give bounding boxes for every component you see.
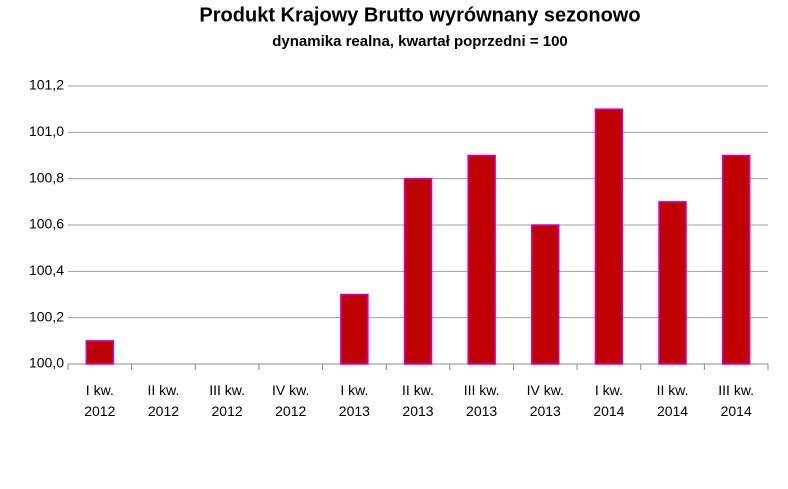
y-tick-label: 101,2 (29, 77, 64, 93)
x-tick-label: III kw. 2014 (718, 382, 754, 419)
x-tick-label: I kw. 2013 (339, 382, 370, 419)
y-tick-label: 100,6 (29, 216, 64, 232)
x-tick-label: III kw. 2013 (464, 382, 500, 419)
x-tick-label: II kw. 2014 (657, 382, 689, 419)
x-tick-label: IV kw. 2012 (272, 382, 309, 419)
bar (594, 108, 624, 365)
bar (85, 340, 115, 365)
bar (658, 201, 687, 365)
y-tick-label: 101,0 (29, 123, 64, 139)
chart-subtitle: dynamika realna, kwartał poprzedni = 100 (272, 33, 568, 50)
bar (531, 224, 560, 365)
y-tick-label: 100,8 (29, 169, 64, 185)
x-tick-label: II kw. 2012 (148, 382, 180, 419)
bar (340, 293, 369, 365)
x-tick-label: III kw. 2012 (209, 382, 245, 419)
bar (721, 154, 751, 365)
y-tick-label: 100,4 (29, 262, 64, 278)
chart-title: Produkt Krajowy Brutto wyrównany sezonow… (199, 4, 640, 26)
bar (403, 177, 433, 365)
x-tick-label: IV kw. 2013 (527, 382, 564, 419)
bar (467, 154, 496, 365)
x-tick-label: II kw. 2013 (402, 382, 434, 419)
y-tick-label: 100,2 (29, 308, 64, 324)
x-tick-label: I kw. 2014 (593, 382, 624, 419)
y-tick-label: 100,0 (29, 355, 64, 371)
x-tick-label: I kw. 2012 (84, 382, 115, 419)
